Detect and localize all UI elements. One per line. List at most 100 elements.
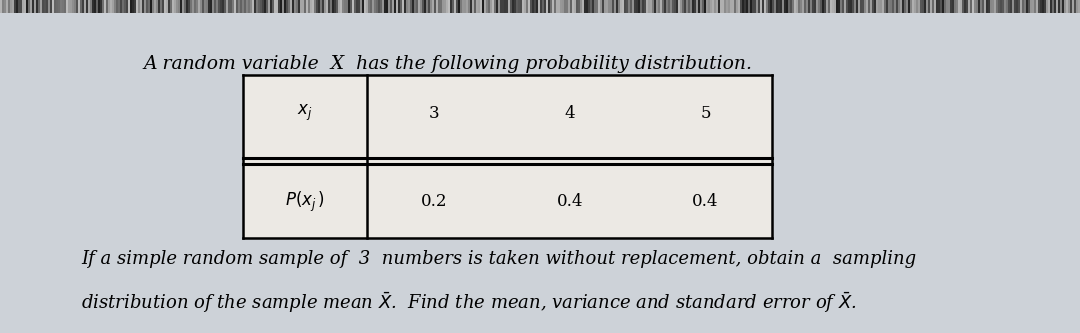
Bar: [864, 0, 866, 13]
Bar: [924, 0, 926, 13]
Bar: [322, 0, 324, 13]
Bar: [380, 0, 382, 13]
Bar: [904, 0, 906, 13]
Bar: [130, 0, 132, 13]
Bar: [872, 0, 874, 13]
Bar: [438, 0, 440, 13]
Bar: [222, 0, 224, 13]
Bar: [666, 0, 669, 13]
Bar: [458, 0, 460, 13]
Bar: [372, 0, 374, 13]
Bar: [0, 0, 1080, 13]
Bar: [518, 0, 521, 13]
Bar: [562, 0, 564, 13]
Bar: [172, 0, 174, 13]
Bar: [866, 0, 868, 13]
Bar: [486, 0, 488, 13]
Bar: [580, 0, 582, 13]
Bar: [784, 0, 786, 13]
Bar: [566, 0, 568, 13]
Bar: [514, 0, 516, 13]
Bar: [202, 0, 204, 13]
Bar: [436, 0, 438, 13]
Bar: [794, 0, 796, 13]
Bar: [764, 0, 766, 13]
Bar: [60, 0, 62, 13]
Bar: [838, 0, 840, 13]
Bar: [664, 0, 666, 13]
Bar: [936, 0, 939, 13]
Bar: [366, 0, 368, 13]
Bar: [22, 0, 24, 13]
Bar: [916, 0, 918, 13]
Bar: [414, 0, 416, 13]
Bar: [684, 0, 686, 13]
Bar: [674, 0, 676, 13]
Bar: [768, 0, 770, 13]
Bar: [634, 0, 636, 13]
Bar: [588, 0, 590, 13]
Bar: [1038, 0, 1040, 13]
Bar: [950, 0, 953, 13]
Text: $P(x_j\,)$: $P(x_j\,)$: [285, 189, 325, 213]
Bar: [972, 0, 974, 13]
Bar: [496, 0, 498, 13]
Bar: [264, 0, 266, 13]
Bar: [944, 0, 946, 13]
Bar: [212, 0, 214, 13]
Bar: [154, 0, 156, 13]
Bar: [652, 0, 654, 13]
Bar: [324, 0, 326, 13]
Bar: [40, 0, 42, 13]
Bar: [638, 0, 640, 13]
Bar: [24, 0, 26, 13]
Bar: [910, 0, 912, 13]
Bar: [228, 0, 230, 13]
Bar: [542, 0, 544, 13]
Bar: [798, 0, 800, 13]
Bar: [920, 0, 922, 13]
Bar: [318, 0, 320, 13]
Bar: [300, 0, 302, 13]
Bar: [942, 0, 944, 13]
Bar: [278, 0, 280, 13]
Text: If a simple random sample of  3  numbers is taken without replacement, obtain a : If a simple random sample of 3 numbers i…: [81, 250, 916, 268]
Bar: [303, 0, 306, 13]
Bar: [50, 0, 52, 13]
Bar: [418, 0, 420, 13]
Bar: [440, 0, 442, 13]
Bar: [750, 0, 752, 13]
Bar: [758, 0, 760, 13]
Bar: [789, 0, 792, 13]
Bar: [1032, 0, 1034, 13]
Bar: [622, 0, 624, 13]
Bar: [76, 0, 78, 13]
Bar: [164, 0, 166, 13]
Bar: [126, 0, 129, 13]
Bar: [1024, 0, 1026, 13]
Bar: [194, 0, 197, 13]
Bar: [370, 0, 372, 13]
Bar: [482, 0, 484, 13]
Bar: [240, 0, 242, 13]
Bar: [204, 0, 206, 13]
Bar: [644, 0, 646, 13]
Bar: [382, 0, 384, 13]
Bar: [556, 0, 558, 13]
Bar: [724, 0, 726, 13]
Bar: [862, 0, 864, 13]
Bar: [378, 0, 380, 13]
Bar: [108, 0, 110, 13]
Bar: [1048, 0, 1050, 13]
Bar: [244, 0, 246, 13]
Bar: [468, 0, 470, 13]
Bar: [654, 0, 656, 13]
Bar: [316, 0, 318, 13]
Bar: [400, 0, 402, 13]
Bar: [620, 0, 622, 13]
Bar: [456, 0, 458, 13]
Bar: [386, 0, 388, 13]
Bar: [730, 0, 732, 13]
Bar: [704, 0, 706, 13]
Bar: [408, 0, 410, 13]
